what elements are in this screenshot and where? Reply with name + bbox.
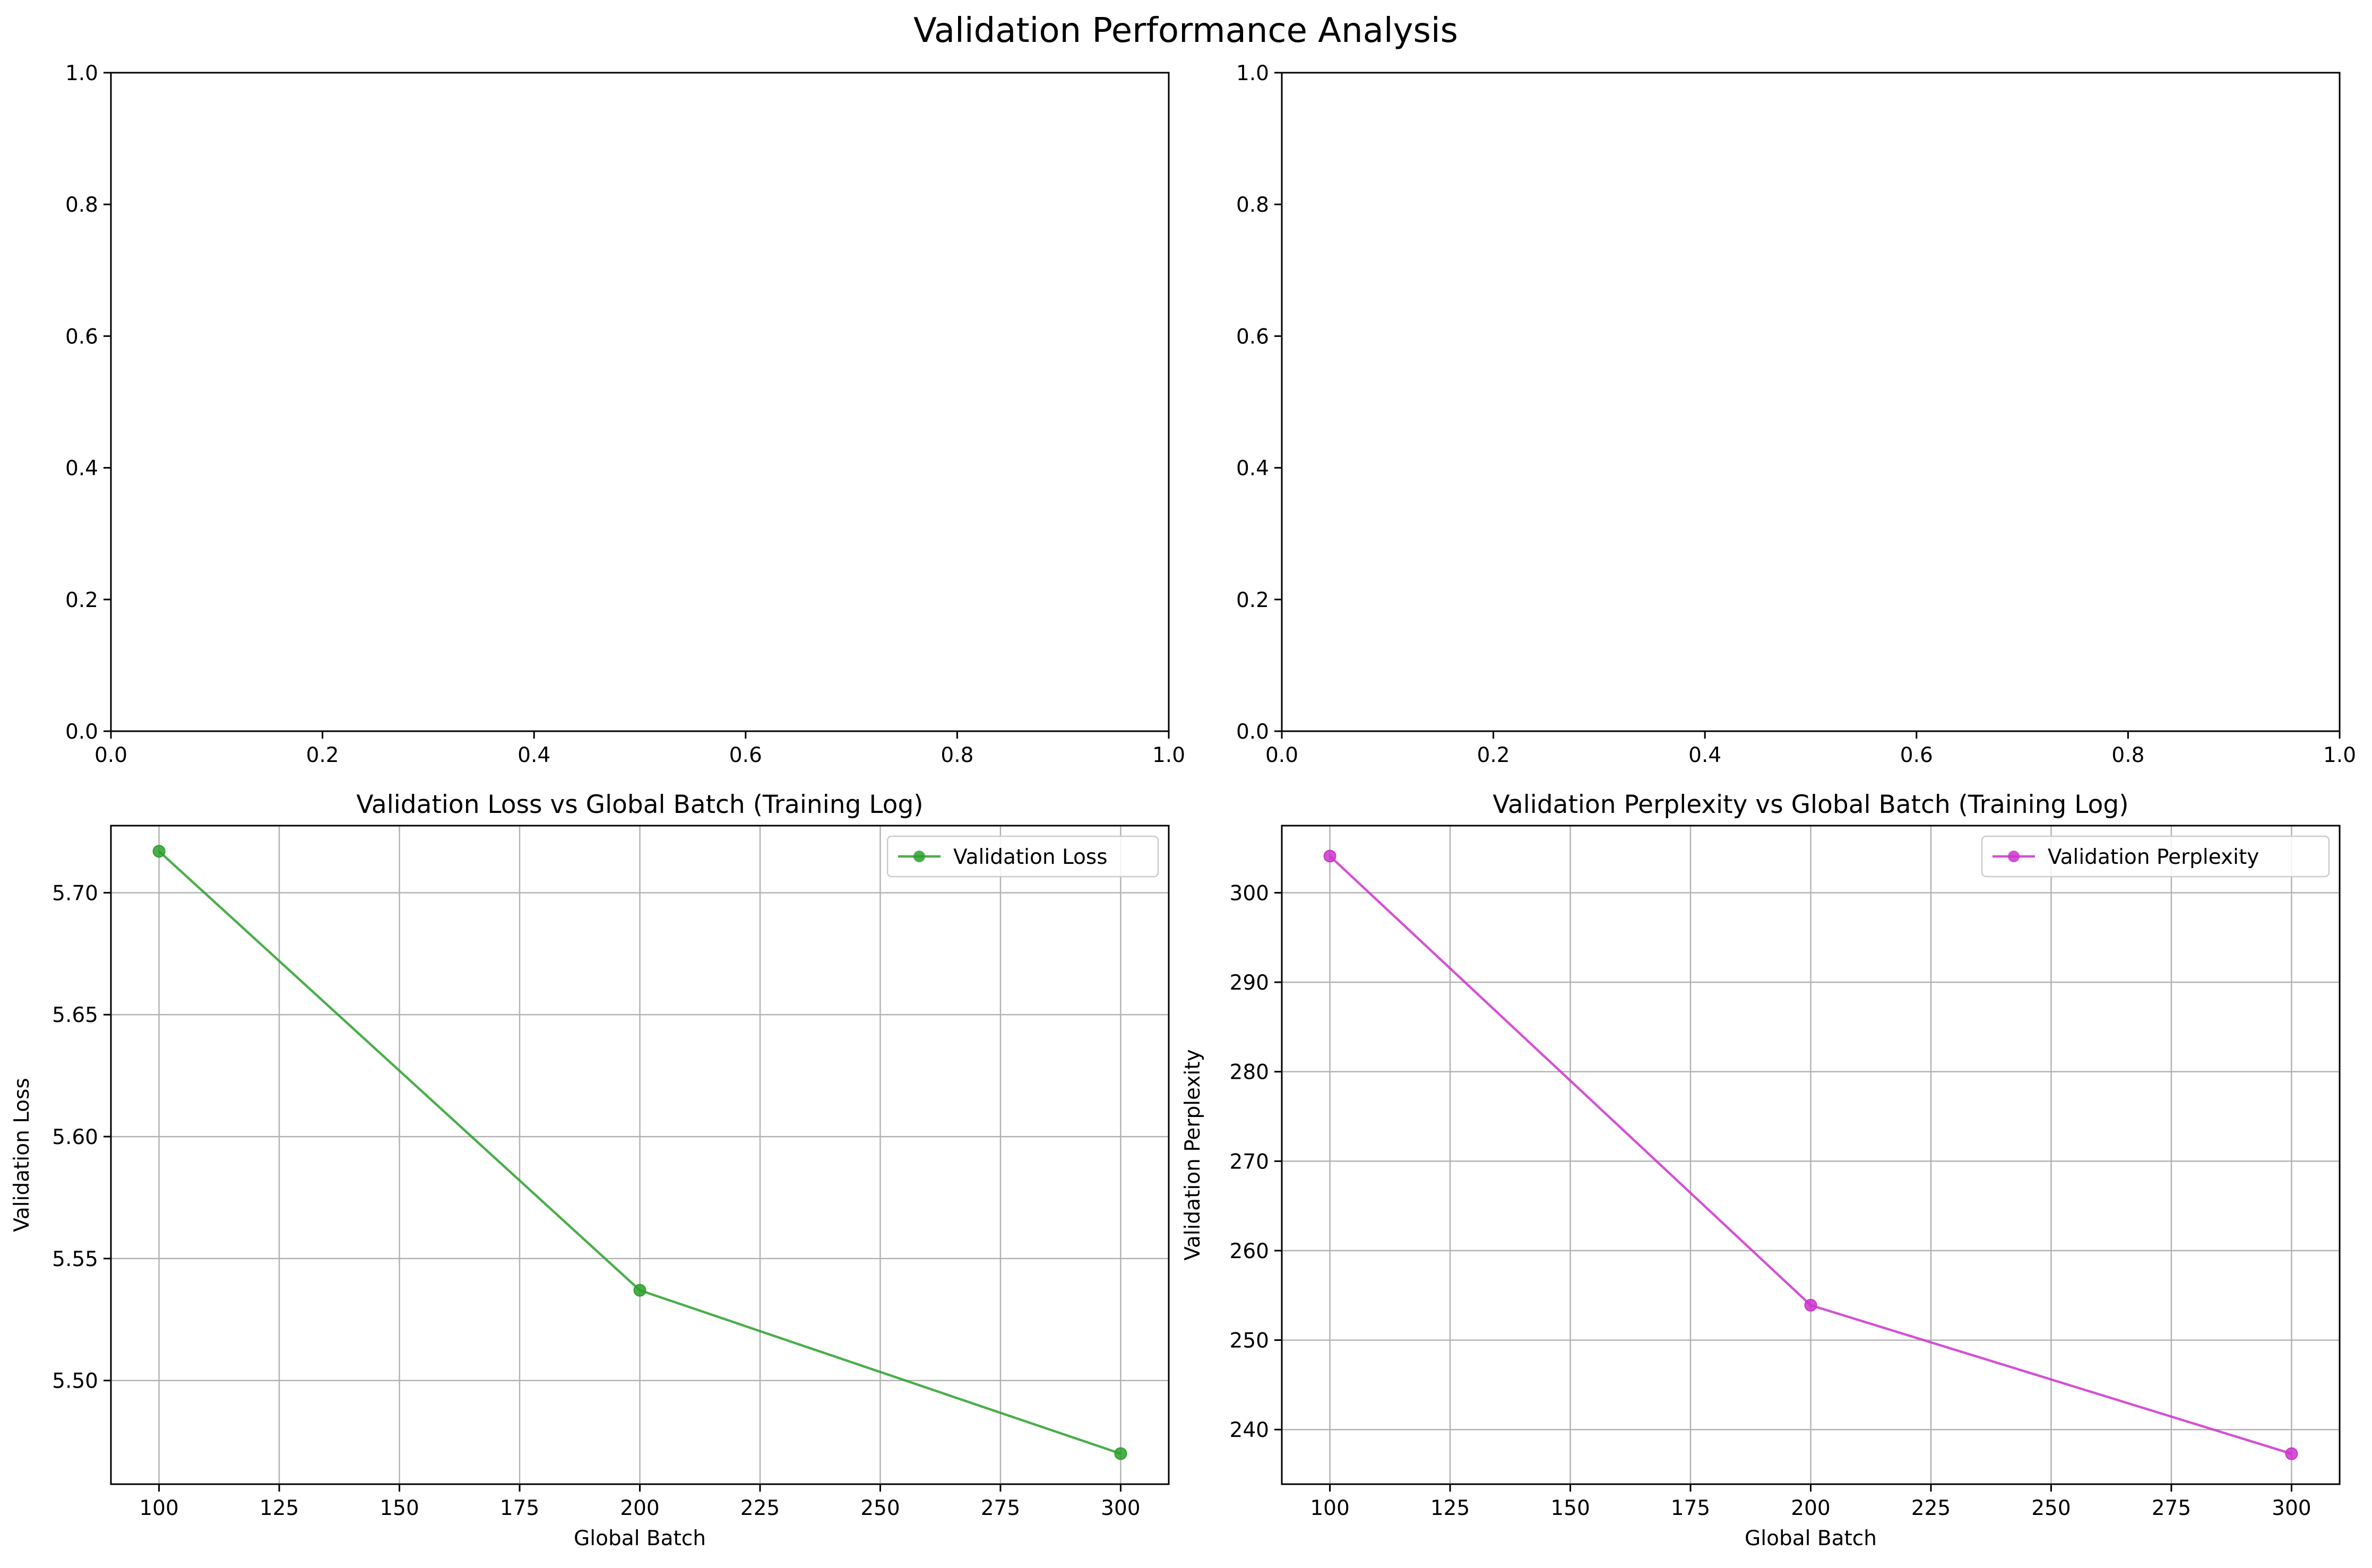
- y-tick-label: 270: [1230, 1150, 1269, 1174]
- x-tick-label: 150: [1550, 1496, 1590, 1520]
- y-tick-label: 1.0: [65, 62, 98, 85]
- data-point: [1114, 1447, 1127, 1460]
- x-tick-label: 175: [500, 1496, 539, 1520]
- charts-container: 0.0 0.2 0.4 0.6 0.8 1.00.00.20.40.60.81.00.0 0…: [10, 62, 2356, 1550]
- x-tick-label: 0.8: [2111, 743, 2144, 767]
- y-tick-label: 5.50: [52, 1370, 98, 1393]
- subplot-title: Validation Perplexity vs Global Batch (T…: [1493, 790, 2128, 819]
- x-tick-label: 100: [1310, 1496, 1349, 1520]
- x-tick-label: 150: [379, 1496, 419, 1520]
- x-tick-label: 125: [1430, 1496, 1470, 1520]
- x-tick-label: 0.4: [1688, 743, 1721, 767]
- y-tick-label: 280: [1230, 1061, 1269, 1085]
- legend-box: [886, 835, 1159, 878]
- x-tick-label: 100: [139, 1496, 178, 1520]
- subplot-title: Validation Loss vs Global Batch (Trainin…: [356, 790, 923, 819]
- y-tick-label: 0.6: [65, 325, 98, 349]
- axes-frame: [110, 72, 1170, 732]
- x-tick-label: 250: [2031, 1496, 2071, 1520]
- y-tick-label: 0.0: [65, 720, 98, 744]
- x-tick-label: 300: [2272, 1496, 2311, 1520]
- y-tick-label: 300: [1230, 881, 1269, 905]
- y-tick-label: 0.2: [65, 588, 98, 612]
- axes-frame: [1281, 72, 2341, 732]
- x-tick-label: 125: [260, 1496, 299, 1520]
- x-tick-label: 200: [1791, 1496, 1830, 1520]
- x-tick-label: 0.2: [306, 743, 339, 767]
- subplot-3: 100 125 150 175 200 225 250 275 300 5.50 5.55 5.60 5…: [10, 790, 1170, 1550]
- data-point: [633, 1284, 646, 1297]
- subplot-4: 100 125 150 175 200 225 250 275 300 240 250 260 270 2…: [1181, 790, 2341, 1550]
- x-tick-label: 225: [740, 1496, 780, 1520]
- x-tick-label: 0.2: [1477, 743, 1510, 767]
- y-tick-label: 260: [1230, 1240, 1269, 1263]
- y-tick-label: 0.2: [1236, 588, 1269, 612]
- y-tick-label: 250: [1230, 1329, 1269, 1353]
- data-point: [1804, 1298, 1817, 1312]
- subplot-2: 0.0 0.2 0.4 0.6 0.8 1.0 0.0 0.2 0.4 0.6 0.8 1.0: [1236, 62, 2356, 767]
- x-tick-label: 300: [1101, 1496, 1140, 1520]
- x-tick-label: 200: [620, 1496, 659, 1520]
- x-tick-label: 225: [1911, 1496, 1951, 1520]
- y-tick-label: 0.0: [1236, 720, 1269, 744]
- y-tick-label: 5.60: [52, 1125, 98, 1149]
- y-tick-label: 5.55: [52, 1248, 98, 1271]
- legend: Validation Perplexity: [1981, 835, 2330, 878]
- x-tick-label: 1.0: [1152, 743, 1185, 767]
- legend-entry: Validation Loss: [953, 845, 1108, 869]
- legend-entry: Validation Perplexity: [2048, 845, 2259, 869]
- y-tick-label: 240: [1230, 1418, 1269, 1442]
- x-tick-label: 250: [860, 1496, 900, 1520]
- y-tick-label: 290: [1230, 971, 1269, 995]
- y-tick-label: 0.8: [65, 193, 98, 217]
- x-tick-label: 275: [2152, 1496, 2191, 1520]
- x-axis-label: Global Batch: [574, 1527, 706, 1550]
- y-tick-label: 5.65: [52, 1003, 98, 1027]
- data-point: [2285, 1447, 2298, 1460]
- data-point: [1323, 850, 1336, 863]
- legend-marker-swatch: [2008, 851, 2020, 862]
- x-tick-label: 175: [1671, 1496, 1710, 1520]
- y-axis-label: Validation Perplexity: [1181, 1049, 1205, 1260]
- x-tick-label: 0.8: [941, 743, 973, 767]
- y-tick-label: 5.70: [52, 881, 98, 905]
- y-tick-label: 1.0: [1236, 62, 1269, 85]
- x-tick-label: 0.0: [94, 743, 127, 767]
- figure-suptitle: Validation Performance Analysis: [913, 11, 1458, 50]
- x-tick-label: 0.0: [1265, 743, 1298, 767]
- y-tick-label: 0.4: [1236, 457, 1269, 481]
- x-tick-label: 0.4: [517, 743, 550, 767]
- x-tick-label: 0.6: [1900, 743, 1933, 767]
- y-tick-label: 0.4: [65, 457, 98, 481]
- x-tick-label: 275: [981, 1496, 1020, 1520]
- legend-marker-swatch: [913, 851, 925, 862]
- data-point: [152, 845, 166, 858]
- x-tick-label: 0.6: [729, 743, 762, 767]
- subplot-1: 0.0 0.2 0.4 0.6 0.8 1.0 0.0 0.2 0.4 0.6 0.8 1.0: [65, 62, 1185, 767]
- legend-box: [1981, 835, 2330, 878]
- y-tick-label: 0.8: [1236, 193, 1269, 217]
- x-tick-label: 1.0: [2323, 743, 2356, 767]
- y-axis-label: Validation Loss: [10, 1078, 34, 1232]
- x-axis-label: Global Batch: [1745, 1527, 1877, 1550]
- legend: Validation Loss: [886, 835, 1159, 878]
- y-tick-label: 0.6: [1236, 325, 1269, 349]
